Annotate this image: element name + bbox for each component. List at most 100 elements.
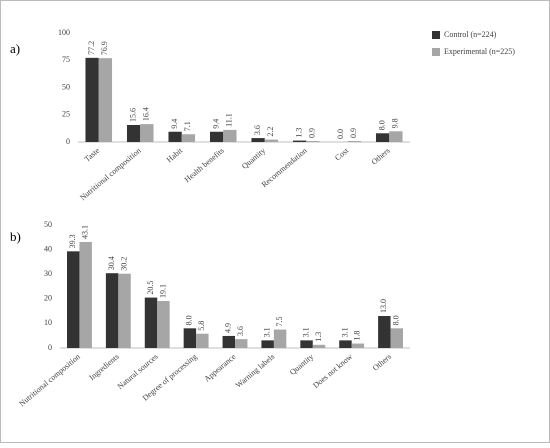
- value-label: 30.2: [119, 257, 128, 271]
- legend-swatch: [432, 31, 440, 39]
- value-label: 9.4: [211, 119, 220, 129]
- legend-swatch: [432, 48, 440, 56]
- bar: [79, 241, 92, 348]
- value-label: 15.6: [128, 108, 137, 122]
- y-tick-label: 10: [44, 318, 52, 327]
- y-tick-label: 40: [44, 244, 52, 253]
- value-label: 3.6: [236, 326, 245, 336]
- panel-label: a): [10, 41, 20, 56]
- bar: [375, 133, 390, 142]
- bar: [168, 131, 182, 142]
- x-tick-label: Quantity: [288, 352, 315, 377]
- x-tick-label: Recommendation: [260, 146, 309, 189]
- bar: [222, 335, 235, 348]
- value-label: 39.3: [68, 234, 77, 248]
- x-tick-label: Warning labels: [234, 352, 277, 390]
- value-label: 3.6: [253, 125, 262, 135]
- y-tick-label: 0: [48, 343, 52, 352]
- value-label: 13.0: [379, 299, 388, 313]
- value-label: 43.1: [80, 225, 89, 239]
- legend-label: Experimental (n=225): [444, 47, 515, 56]
- bar: [351, 343, 365, 348]
- value-label: 1.3: [314, 332, 323, 342]
- bar: [105, 273, 119, 348]
- y-tick-label: 100: [58, 28, 70, 37]
- value-label: 5.8: [197, 321, 206, 331]
- value-label: 8.0: [377, 120, 386, 130]
- x-tick-label: Taste: [83, 146, 102, 164]
- bar: [378, 316, 391, 348]
- y-tick-label: 20: [44, 294, 52, 303]
- panel-label: b): [10, 229, 21, 244]
- bar: [85, 57, 99, 142]
- bar: [181, 134, 196, 142]
- bar: [126, 124, 141, 142]
- y-tick-label: 75: [62, 55, 70, 64]
- bar: [98, 58, 113, 142]
- bar: [157, 301, 170, 348]
- x-tick-label: Cost: [333, 146, 351, 163]
- bar: [347, 141, 362, 142]
- legend-label: Control (n=224): [444, 30, 497, 39]
- bar: [209, 131, 224, 142]
- value-label: 8.0: [392, 315, 401, 325]
- value-label: 76.9: [100, 41, 109, 55]
- bar: [118, 273, 131, 348]
- value-label: 3.1: [301, 327, 310, 337]
- y-tick-label: 30: [44, 269, 52, 278]
- x-tick-label: Ingredients: [87, 352, 120, 382]
- bar: [140, 124, 154, 142]
- bar: [235, 339, 248, 348]
- x-tick-label: Nutritional composition: [17, 352, 82, 408]
- y-tick-label: 0: [66, 137, 70, 146]
- value-label: 3.1: [340, 327, 349, 337]
- value-label: 16.4: [142, 107, 151, 121]
- bar: [196, 333, 209, 348]
- x-tick-label: Health benefits: [183, 146, 226, 184]
- y-tick-label: 50: [44, 220, 52, 229]
- value-label: 3.1: [262, 327, 271, 337]
- bar: [389, 131, 403, 142]
- value-label: 0.9: [349, 128, 358, 138]
- value-label: 20.5: [146, 281, 155, 295]
- bar: [300, 340, 313, 348]
- bar: [390, 328, 403, 348]
- y-tick-label: 25: [62, 110, 70, 119]
- bar: [144, 297, 158, 348]
- value-label: 8.0: [185, 315, 194, 325]
- value-label: 30.4: [107, 256, 116, 270]
- x-tick-label: Appearance: [202, 352, 237, 384]
- value-label: 2.2: [266, 127, 275, 137]
- value-label: 7.1: [183, 121, 192, 131]
- bar: [312, 344, 326, 348]
- value-label: 19.1: [158, 284, 167, 298]
- value-label: 7.5: [275, 317, 284, 327]
- x-tick-label: Others: [370, 146, 392, 167]
- value-label: 77.2: [87, 41, 96, 55]
- y-tick-label: 50: [62, 82, 70, 91]
- bar: [306, 141, 320, 142]
- value-label: 9.8: [391, 118, 400, 128]
- value-label: 0.9: [308, 128, 317, 138]
- x-tick-label: Does not know: [311, 352, 354, 390]
- value-label: 0.0: [336, 129, 345, 139]
- bar: [183, 328, 197, 348]
- value-label: 11.1: [225, 113, 234, 127]
- x-tick-label: Habit: [165, 146, 185, 165]
- bar: [292, 140, 307, 142]
- bar: [264, 139, 279, 142]
- value-label: 1.3: [294, 128, 303, 138]
- bar: [273, 329, 287, 348]
- value-label: 9.4: [170, 119, 179, 129]
- x-tick-label: Quantity: [240, 146, 267, 171]
- bar: [261, 340, 274, 348]
- x-tick-label: Others: [371, 352, 393, 373]
- value-label: 1.8: [353, 331, 362, 341]
- bar: [223, 129, 237, 142]
- bar: [339, 340, 352, 348]
- value-label: 4.9: [224, 323, 233, 333]
- bar: [251, 138, 265, 142]
- bar: [67, 251, 80, 348]
